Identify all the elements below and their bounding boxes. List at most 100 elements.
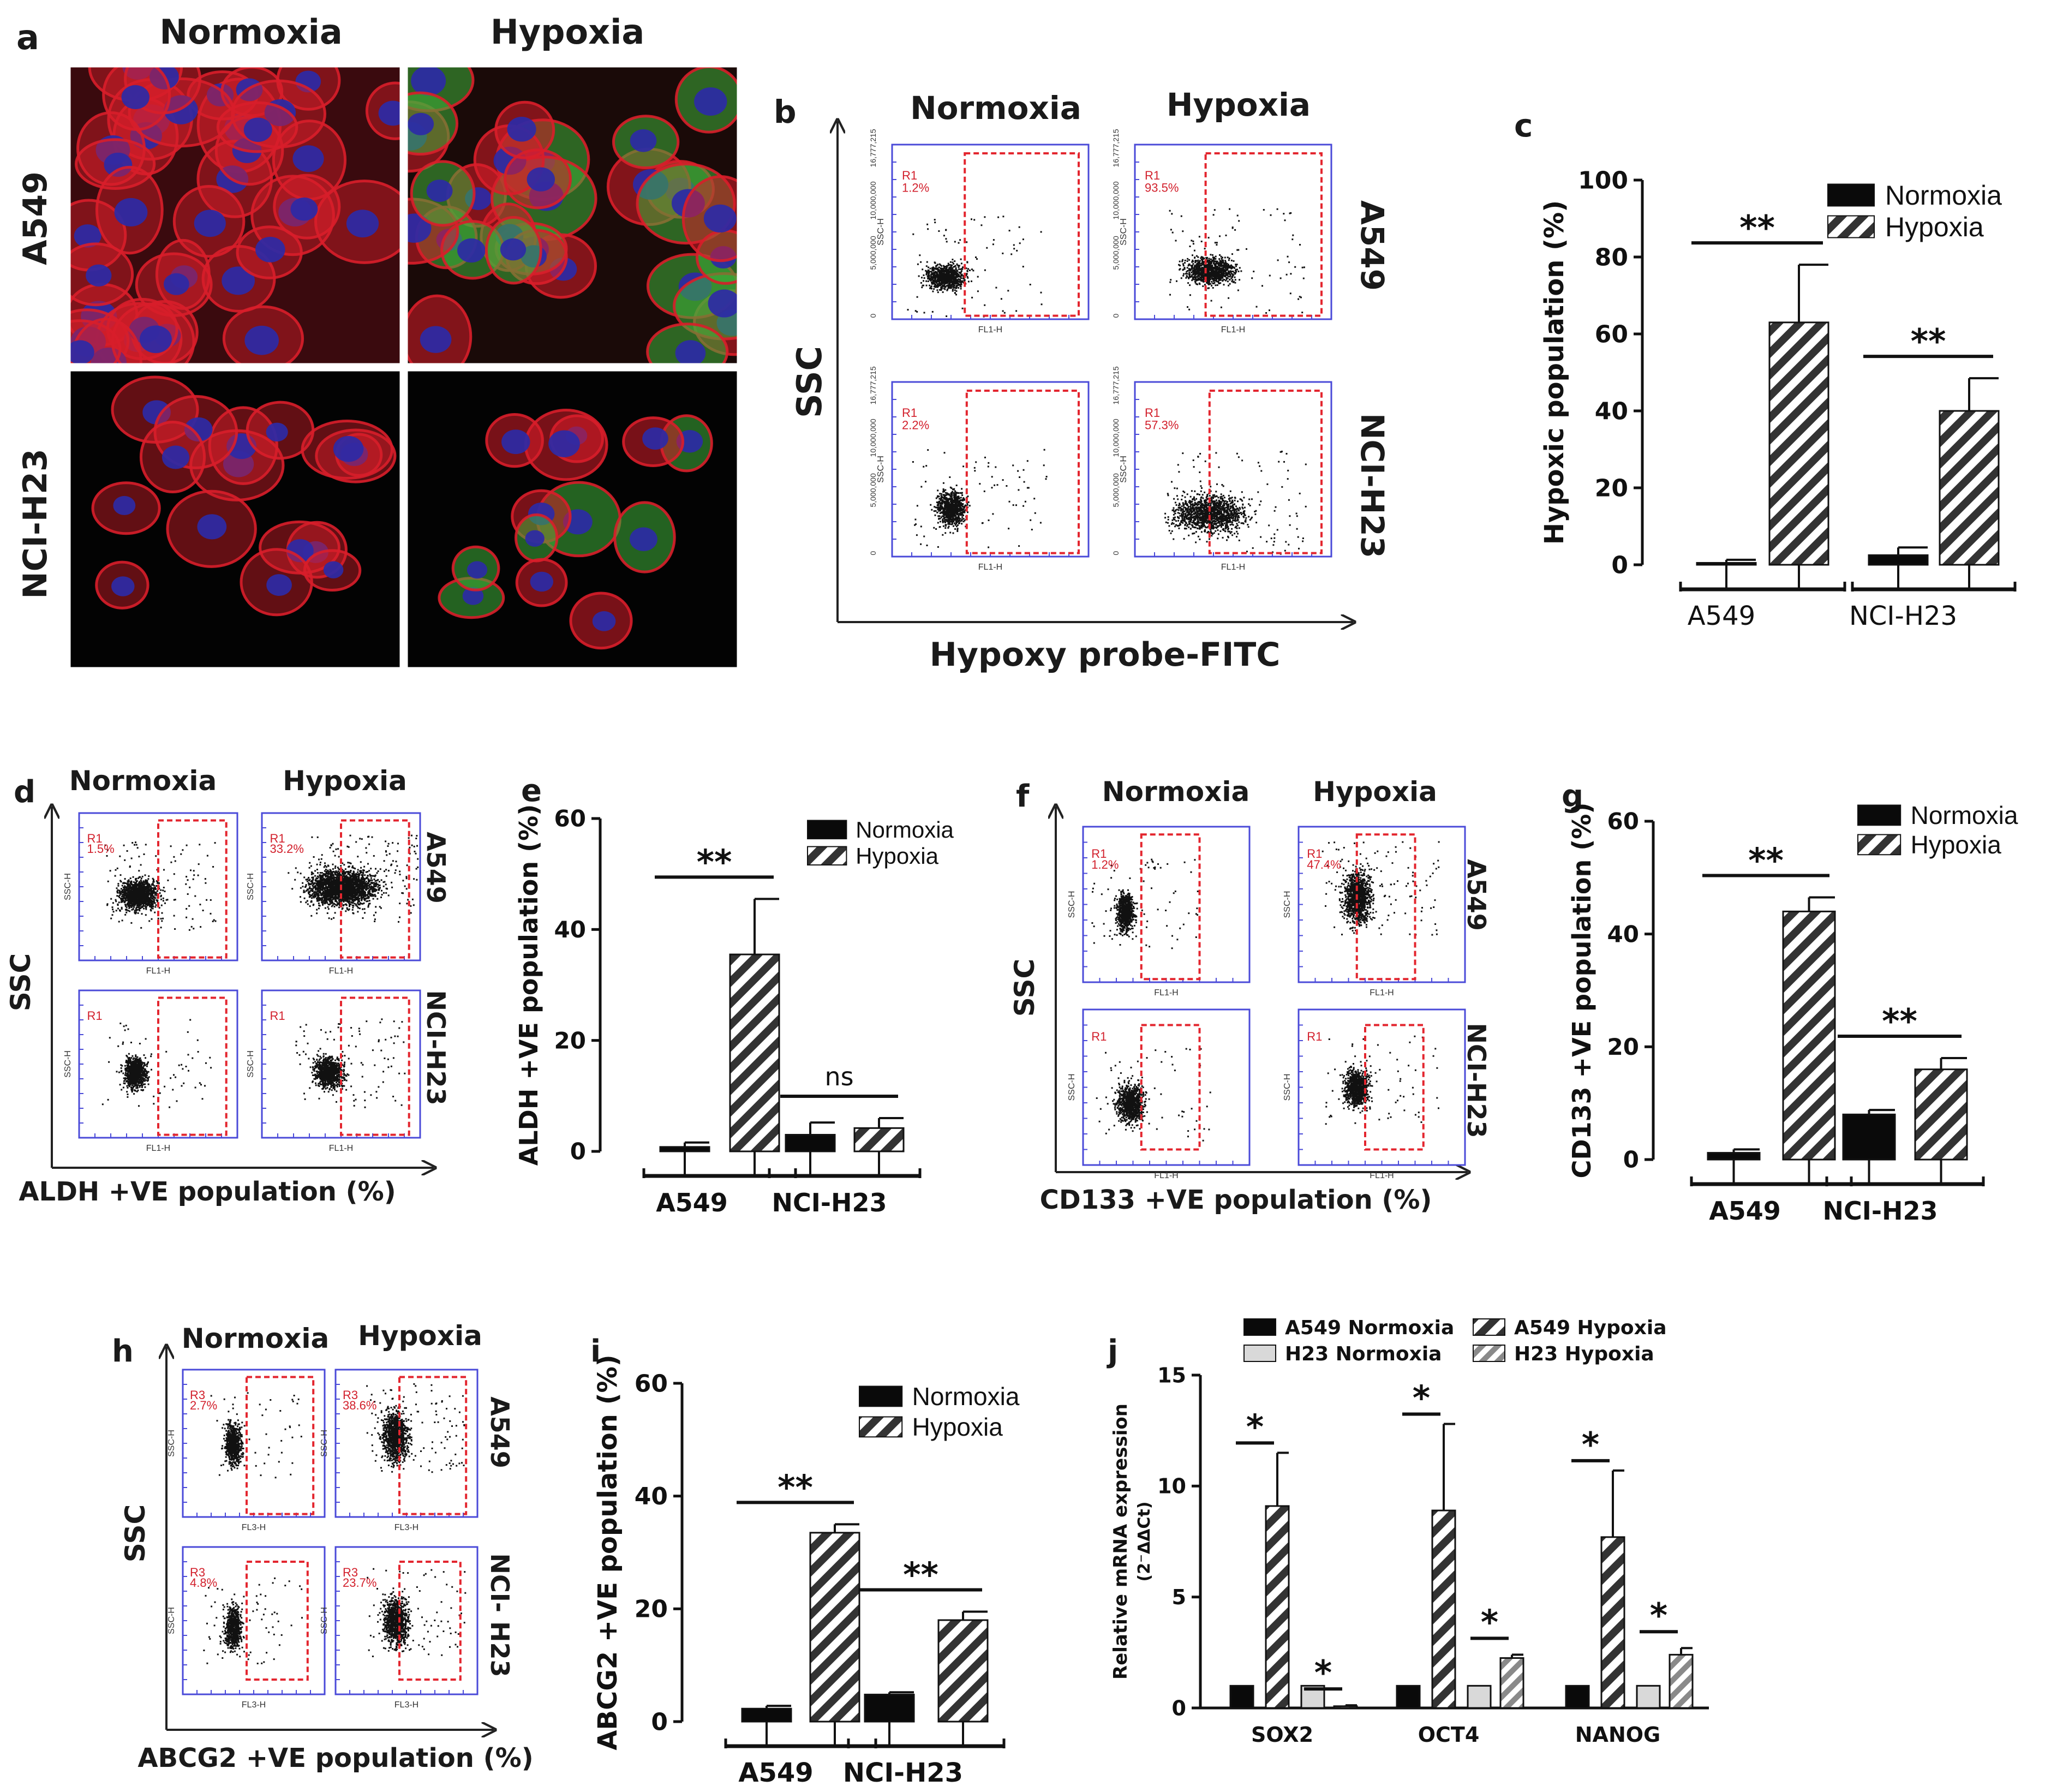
- dotplot-gate-name: R1: [902, 169, 917, 182]
- legend-swatch: [859, 1385, 903, 1407]
- bar-normoxia: [864, 1693, 915, 1723]
- dotplot-y-label: SSC-H: [1119, 456, 1128, 483]
- dotplot-y-label: SSC-H: [1119, 218, 1128, 246]
- dotplot-gate: [340, 996, 410, 1136]
- micro-cells-3: [406, 369, 739, 669]
- dotplot-gate-pct: 4.8%: [190, 1576, 217, 1590]
- dotplot-gate-name: R3: [343, 1388, 358, 1402]
- legend-swatch: [807, 846, 847, 866]
- legend-label: H23 Normoxia: [1285, 1343, 1442, 1365]
- y-tick-label: 5: [1172, 1585, 1186, 1609]
- dotplot-ytick-label: 10,000,000: [869, 419, 877, 457]
- y-tick-label: 0: [1623, 1146, 1639, 1173]
- cell-nucleus: [642, 427, 668, 450]
- flow-f-col-normoxia: Normoxia: [1102, 776, 1249, 808]
- dotplot-events: [1091, 858, 1199, 949]
- dotplot-ytick-label: 5,000,000: [1111, 473, 1120, 507]
- y-tick-label: 15: [1157, 1363, 1186, 1387]
- cell-nucleus: [286, 539, 314, 563]
- dotplot-gate: [157, 996, 228, 1136]
- micro-frame: [69, 65, 402, 365]
- dotplot-gate: [246, 1561, 309, 1681]
- dotplot-gate: [1208, 390, 1323, 554]
- cell-nucleus: [420, 326, 452, 353]
- dotplot-frame: [1082, 826, 1251, 983]
- bar-normoxia: [741, 1707, 792, 1723]
- cell-nucleus: [500, 238, 527, 261]
- dotplot-ytick-label: 0: [1111, 313, 1120, 318]
- cell-nucleus: [121, 85, 150, 110]
- panel-letter-j: j: [1107, 1334, 1118, 1369]
- dotplot-x-label: FL1-H: [146, 966, 170, 976]
- flow-f-col-hypoxia: Hypoxia: [1313, 776, 1437, 808]
- flow-d-dotplot-0: R11.5% FL1-H SSC-H: [63, 812, 238, 976]
- category-label: NCI-H23: [1823, 1196, 1938, 1226]
- bar-hypoxia: [1768, 321, 1829, 566]
- bar-hypoxia: [1782, 910, 1836, 1161]
- flow-f-dotplot-0: R11.2% FL1-H SSC-H: [1067, 826, 1251, 997]
- dotplot-ytick-label: 10,000,000: [869, 181, 877, 219]
- dotplot-ytick-label: 5,000,000: [869, 473, 877, 507]
- dotplot-ytick-label: 10,000,000: [1111, 181, 1120, 219]
- bar-normoxia: [1707, 1152, 1761, 1161]
- dotplot-ytick-label: 0: [869, 551, 877, 555]
- y-tick-label: 100: [1578, 166, 1628, 194]
- dotplot-frame: [891, 144, 1090, 320]
- micro-cells-0: [69, 65, 402, 365]
- bar-hypoxia: [729, 953, 780, 1152]
- flow-b-col-normoxia: Normoxia: [910, 89, 1081, 127]
- y-tick-label: 0: [570, 1138, 586, 1165]
- cell-nucleus: [525, 530, 545, 547]
- cell-nucleus: [527, 167, 555, 192]
- micro-row-a549: A549: [16, 171, 55, 265]
- dotplot-gate-name: R3: [190, 1566, 205, 1579]
- cell-nucleus: [243, 117, 272, 142]
- bar-hypoxia: [937, 1619, 989, 1723]
- cell-nucleus: [530, 571, 554, 592]
- dotplot-gate-pct: 2.2%: [902, 418, 929, 432]
- category-label: A549: [656, 1188, 728, 1217]
- micro-row-h23: NCI-H23: [16, 449, 55, 599]
- dotplot-frame: [1297, 1008, 1466, 1166]
- y-tick-label: 10: [1157, 1474, 1186, 1498]
- cell-nucleus: [104, 152, 133, 177]
- category-label: NCI-H23: [1849, 601, 1957, 631]
- chart-i: 0 20 40 60 ABCG2 +VE population (%) A549 NCI-H…: [593, 1354, 1020, 1788]
- bar-a549-normoxia: [1396, 1685, 1421, 1709]
- dotplot-gate-name: R1: [1145, 169, 1160, 182]
- bar-a549-hypoxia: [1600, 1536, 1625, 1709]
- dotplot-frame: [1134, 381, 1332, 558]
- bar-a549-normoxia: [1229, 1685, 1254, 1709]
- legend-label: H23 Hypoxia: [1514, 1343, 1654, 1365]
- significance-label: **: [1739, 208, 1775, 248]
- bar-normoxia: [1868, 554, 1929, 566]
- cell-nucleus: [162, 445, 190, 469]
- significance-label: *: [1246, 1407, 1264, 1447]
- cell-nucleus: [70, 340, 94, 364]
- dotplot-events: [1325, 1035, 1439, 1125]
- category-label: A549: [1688, 601, 1755, 631]
- dotplot-x-label: FL1-H: [1370, 1171, 1394, 1180]
- cell-nucleus: [264, 99, 296, 127]
- dotplot-ytick-label: 16,777,215: [869, 129, 877, 167]
- legend-swatch: [1857, 804, 1902, 826]
- dotplot-gate-name: R1: [270, 1009, 285, 1023]
- significance-label: **: [1748, 841, 1784, 881]
- cell-nucleus: [86, 264, 112, 287]
- category-label: NANOG: [1575, 1723, 1661, 1747]
- cell-nucleus: [114, 198, 148, 226]
- y-tick-label: 40: [635, 1483, 668, 1510]
- dotplot-gate-name: R1: [1091, 1030, 1107, 1043]
- dotplot-gate-pct: 33.2%: [270, 842, 304, 856]
- dotplot-x-label: FL1-H: [146, 1144, 170, 1153]
- flow-h-dotplot-2: R34.8% FL3-H SSC-H: [167, 1546, 326, 1710]
- cell-nucleus: [548, 430, 580, 457]
- y-axis-label: ALDH +VE population (%): [514, 804, 543, 1166]
- cell-nucleus: [346, 210, 379, 238]
- dotplot-events: [367, 1568, 467, 1657]
- legend-label: Normoxia: [1911, 801, 2018, 829]
- micro-col-hypoxia: Hypoxia: [491, 12, 644, 52]
